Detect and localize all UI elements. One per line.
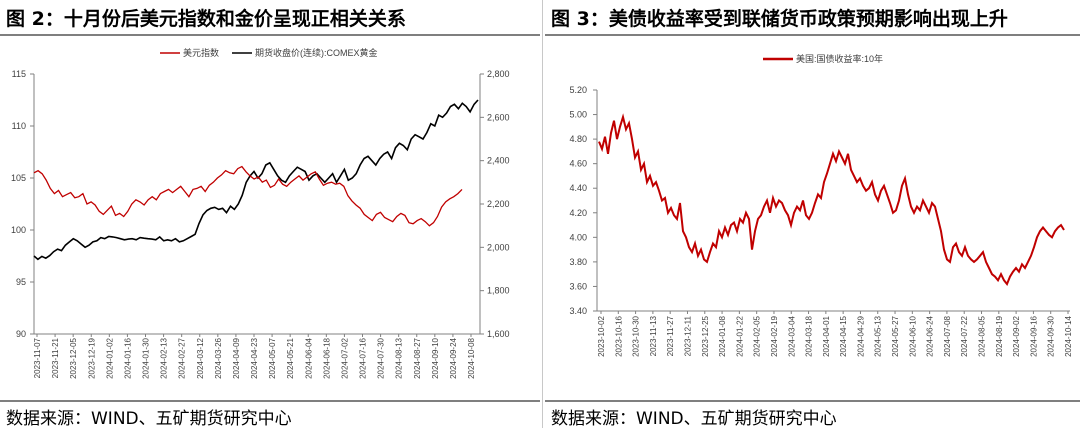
y-tick-label: 4.40	[569, 183, 587, 193]
panel-divider	[542, 0, 543, 428]
y-right-tick-label: 1,800	[487, 286, 510, 296]
treasury-yield-line	[598, 113, 1065, 286]
x-tick-label: 2023-10-02	[597, 315, 606, 356]
x-tick-label: 2024-07-08	[943, 315, 952, 356]
y-tick-label: 5.20	[569, 85, 587, 95]
x-tick-label: 2024-09-24	[449, 337, 458, 378]
x-tick-label: 2024-07-22	[960, 315, 969, 356]
x-tick-label: 2024-06-04	[304, 337, 313, 378]
y-tick-label: 4.60	[569, 159, 587, 169]
y-left-tick-label: 95	[16, 277, 26, 287]
x-tick-label: 2024-05-13	[874, 315, 883, 356]
legend-label-gold: 期货收盘价(连续):COMEX黄金	[255, 47, 378, 58]
y-tick-label: 4.80	[569, 134, 587, 144]
right-chart-panel: 图 3：美债收益率受到联储货币政策预期影响出现上升 3.40 3.60 3.80 4.…	[545, 0, 1080, 429]
y-right-tick-label: 2,800	[487, 69, 510, 79]
x-tick-label: 2024-08-05	[978, 315, 987, 356]
x-tick-label: 2024-08-27	[413, 337, 422, 378]
x-tick-label: 2024-08-19	[995, 315, 1004, 356]
right-chart-svg: 3.40 3.60 3.80 4.00 4.20 4.40 4.60 4.80 5.00 5.20…	[569, 53, 1073, 357]
y-right-tick-label: 2,200	[487, 199, 510, 209]
x-tick-label: 2024-01-08	[718, 315, 727, 356]
y-left-tick-label: 105	[11, 173, 26, 183]
x-tick-label: 2024-05-07	[268, 337, 277, 378]
y-tick-label: 4.00	[569, 232, 587, 242]
x-tick-label: 2024-09-30	[1047, 315, 1056, 356]
legend-label-dollar-index: 美元指数	[183, 47, 219, 58]
x-tick-label: 2023-12-19	[87, 337, 96, 378]
x-tick-label: 2024-02-27	[178, 337, 187, 378]
x-tick-label: 2024-09-16	[1029, 315, 1038, 356]
x-tick-label: 2024-06-18	[322, 337, 331, 378]
right-chart-title: 图 3：美债收益率受到联储货币政策预期影响出现上升	[551, 8, 1008, 30]
y-right-tick-label: 1,600	[487, 329, 510, 339]
x-tick-label: 2023-12-11	[683, 315, 692, 356]
x-tick-label: 2024-04-23	[250, 337, 259, 378]
x-tick-label: 2024-04-15	[839, 315, 848, 356]
y-right-tick-label: 2,600	[487, 112, 510, 122]
x-tick-label: 2024-07-02	[340, 337, 349, 378]
dollar-index-line	[33, 165, 463, 227]
x-tick-label: 2024-04-29	[856, 315, 865, 356]
y-tick-label: 3.80	[569, 257, 587, 267]
x-tick-label: 2024-03-18	[805, 315, 814, 356]
x-tick-label: 2023-11-21	[51, 337, 60, 378]
x-tick-label: 2024-05-27	[891, 315, 900, 356]
x-tick-label: 2023-10-16	[614, 315, 623, 356]
gold-price-line	[33, 99, 479, 261]
left-source-bar: 数据来源：WIND、五矿期货研究中心	[0, 400, 540, 429]
y-left-tick-label: 90	[16, 329, 26, 339]
left-chart-title: 图 2：十月份后美元指数和金价呈现正相关关系	[6, 8, 406, 30]
x-tick-label: 2024-01-22	[735, 315, 744, 356]
x-tick-label: 2024-06-24	[926, 315, 935, 356]
x-tick-label: 2024-01-02	[105, 337, 114, 378]
y-tick-label: 5.00	[569, 110, 587, 120]
x-tick-label: 2024-03-12	[196, 337, 205, 378]
x-tick-label: 2024-02-05	[753, 315, 762, 356]
y-left-tick-label: 100	[11, 225, 26, 235]
x-tick-label: 2024-03-04	[787, 315, 796, 356]
right-chart-source: 数据来源：WIND、五矿期货研究中心	[551, 409, 837, 429]
x-tick-label: 2024-03-26	[214, 337, 223, 378]
x-tick-label: 2023-11-27	[666, 315, 675, 356]
x-tick-label: 2023-11-13	[649, 315, 658, 356]
y-tick-label: 4.20	[569, 208, 587, 218]
x-tick-label: 2024-09-02	[1012, 315, 1021, 356]
x-tick-label: 2023-12-05	[69, 337, 78, 378]
x-tick-label: 2024-07-30	[377, 337, 386, 378]
x-tick-label: 2023-12-25	[701, 315, 710, 356]
x-tick-label: 2024-07-16	[359, 337, 368, 378]
x-tick-label: 2024-05-21	[286, 337, 295, 378]
y-tick-label: 3.60	[569, 281, 587, 291]
x-tick-label: 2024-02-19	[770, 315, 779, 356]
right-source-bar: 数据来源：WIND、五矿期货研究中心	[545, 400, 1080, 429]
legend-label-yield: 美国:国债收益率:10年	[796, 53, 883, 64]
x-tick-label: 2024-01-30	[142, 337, 151, 378]
x-tick-label: 2024-08-13	[395, 337, 404, 378]
y-left-tick-label: 110	[12, 121, 26, 131]
y-tick-label: 3.40	[569, 306, 587, 316]
right-title-bar: 图 3：美债收益率受到联储货币政策预期影响出现上升	[545, 0, 1080, 36]
x-tick-label: 2024-09-10	[431, 337, 440, 378]
x-tick-label: 2024-04-09	[232, 337, 241, 378]
left-title-bar: 图 2：十月份后美元指数和金价呈现正相关关系	[0, 0, 540, 36]
y-right-tick-label: 2,400	[487, 156, 510, 166]
x-tick-label: 2024-04-01	[822, 315, 831, 356]
x-tick-label: 2024-06-10	[908, 315, 917, 356]
y-left-tick-label: 115	[12, 69, 26, 79]
x-tick-label: 2024-10-08	[467, 337, 476, 378]
x-tick-label: 2024-10-14	[1064, 315, 1073, 356]
left-chart-panel: 图 2：十月份后美元指数和金价呈现正相关关系 90 95 100 105 110 115 1…	[0, 0, 540, 429]
left-chart-source: 数据来源：WIND、五矿期货研究中心	[6, 409, 292, 429]
x-tick-label: 2024-02-13	[160, 337, 169, 378]
y-right-tick-label: 2,000	[487, 242, 510, 252]
left-chart-svg: 90 95 100 105 110 115 1,600 1,800 2,000 2,200 2,40…	[11, 47, 510, 379]
x-tick-label: 2023-10-30	[632, 315, 641, 356]
x-tick-label: 2023-11-07	[33, 337, 42, 378]
x-tick-label: 2024-01-16	[123, 337, 132, 378]
